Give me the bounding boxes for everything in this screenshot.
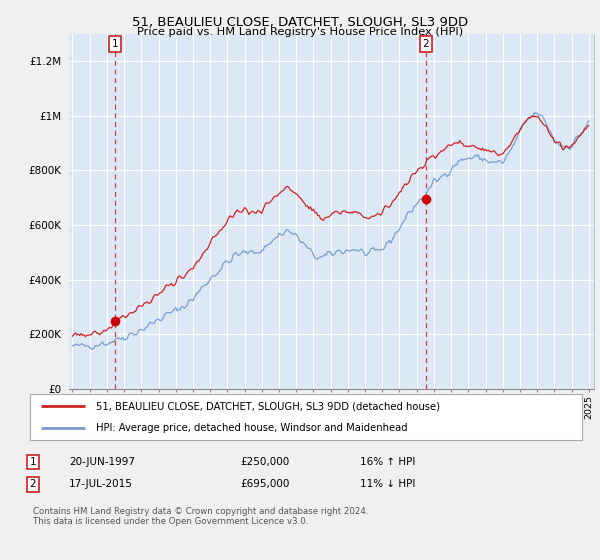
Text: 17-JUL-2015: 17-JUL-2015: [69, 479, 133, 489]
Text: HPI: Average price, detached house, Windsor and Maidenhead: HPI: Average price, detached house, Wind…: [96, 423, 408, 433]
Text: £250,000: £250,000: [240, 457, 289, 467]
Text: Contains HM Land Registry data © Crown copyright and database right 2024.
This d: Contains HM Land Registry data © Crown c…: [33, 507, 368, 526]
Text: 1: 1: [29, 457, 37, 467]
Text: 20-JUN-1997: 20-JUN-1997: [69, 457, 135, 467]
Text: £695,000: £695,000: [240, 479, 289, 489]
Text: 16% ↑ HPI: 16% ↑ HPI: [360, 457, 415, 467]
Text: 1: 1: [112, 39, 118, 49]
Text: 11% ↓ HPI: 11% ↓ HPI: [360, 479, 415, 489]
Text: 2: 2: [422, 39, 430, 49]
Text: 51, BEAULIEU CLOSE, DATCHET, SLOUGH, SL3 9DD: 51, BEAULIEU CLOSE, DATCHET, SLOUGH, SL3…: [132, 16, 468, 29]
Text: 51, BEAULIEU CLOSE, DATCHET, SLOUGH, SL3 9DD (detached house): 51, BEAULIEU CLOSE, DATCHET, SLOUGH, SL3…: [96, 401, 440, 411]
Text: Price paid vs. HM Land Registry's House Price Index (HPI): Price paid vs. HM Land Registry's House …: [137, 27, 463, 37]
Text: 2: 2: [29, 479, 37, 489]
